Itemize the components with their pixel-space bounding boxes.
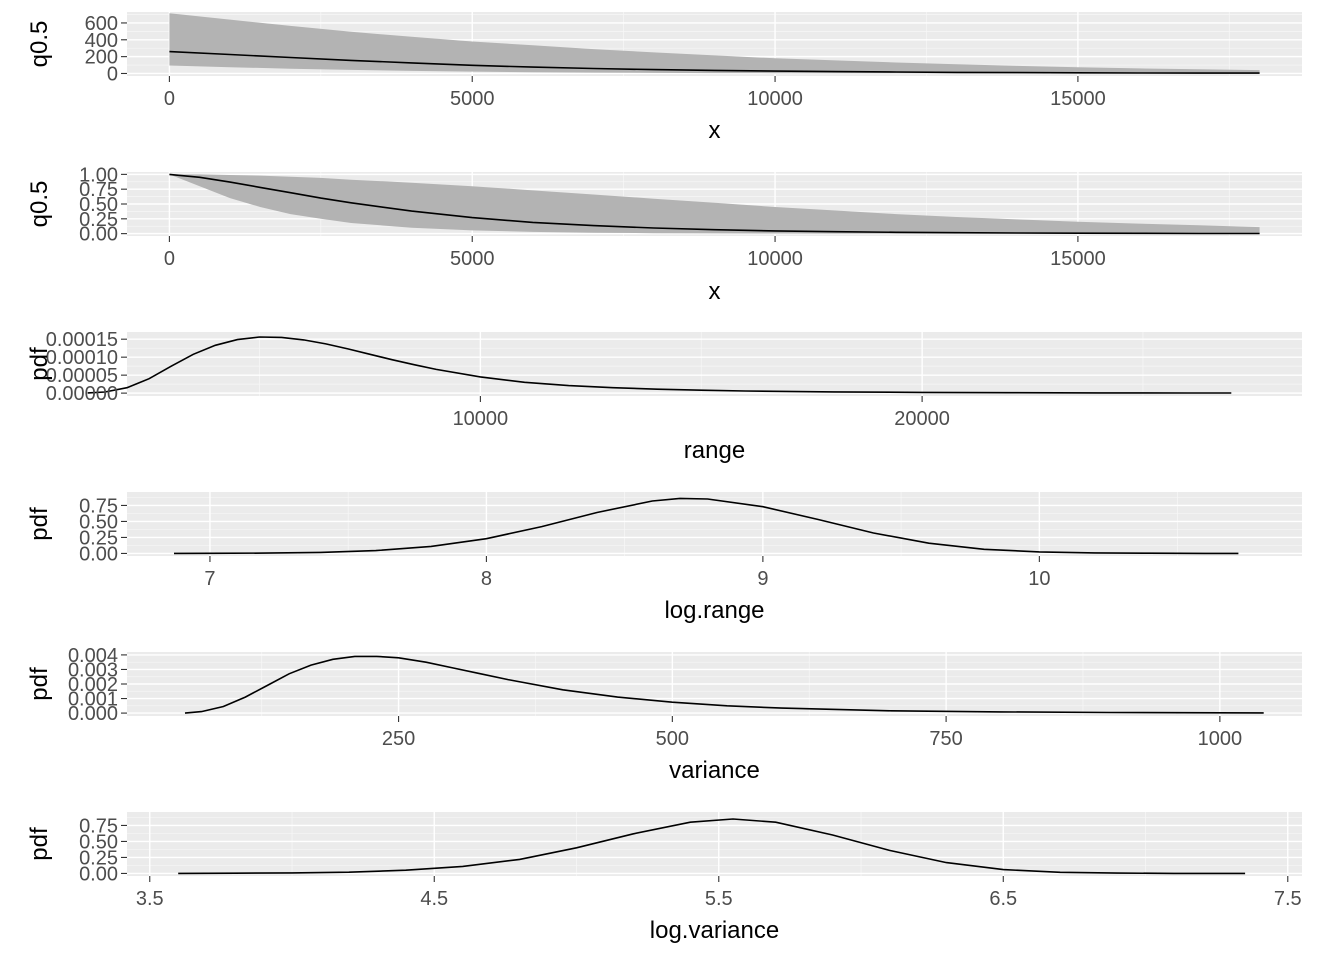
y-tick-label: 0.00: [79, 543, 118, 565]
density-line: [87, 336, 1232, 394]
x-tick-label: 4.5: [420, 888, 448, 910]
y-tick-label: 0.00: [79, 224, 118, 246]
x-axis-title: log.range: [664, 597, 764, 624]
y-axis-title: pdf: [26, 827, 53, 861]
y-tick-label: 0.75: [79, 815, 118, 837]
y-tick-label: 0: [107, 63, 118, 85]
y-tick-label: 0.000: [68, 703, 118, 725]
y-tick-label: 0.25: [79, 209, 118, 231]
x-tick-label: 10000: [747, 248, 803, 270]
y-tick-label: 0.001: [68, 689, 118, 711]
y-tick-label: 400: [85, 30, 118, 52]
y-tick-label: 0.00015: [46, 329, 118, 351]
y-tick-label: 0.00010: [46, 347, 118, 369]
x-tick-label: 6.5: [989, 888, 1017, 910]
uncertainty-band: [169, 13, 1260, 74]
y-axis-title: pdf: [26, 507, 53, 541]
x-tick-label: 3.5: [136, 888, 164, 910]
x-tick-label: 10: [1028, 568, 1050, 590]
plot-background: [127, 812, 1302, 876]
y-tick-label: 1.00: [79, 164, 118, 186]
x-tick-label: 5000: [450, 248, 495, 270]
x-tick-label: 0: [164, 248, 175, 270]
y-tick-label: 200: [85, 47, 118, 69]
y-tick-label: 0.75: [79, 179, 118, 201]
x-axis-title: range: [684, 437, 745, 464]
density-line: [173, 497, 1239, 555]
x-tick-label: 9: [757, 568, 768, 590]
y-tick-label: 0.25: [79, 847, 118, 869]
x-tick-label: 7: [204, 568, 215, 590]
density-line: [178, 818, 1246, 875]
y-tick-label: 0.50: [79, 511, 118, 533]
y-tick-label: 0.003: [68, 659, 118, 681]
x-axis-title: log.variance: [650, 917, 779, 944]
y-tick-label: 0.004: [68, 645, 118, 667]
median-line: [169, 173, 1260, 235]
y-tick-label: 0.00000: [46, 383, 118, 405]
y-tick-label: 600: [85, 13, 118, 35]
y-tick-label: 0.002: [68, 674, 118, 696]
x-tick-label: 750: [929, 728, 962, 750]
x-tick-label: 10000: [453, 408, 509, 430]
y-tick-label: 0.25: [79, 527, 118, 549]
y-tick-label: 0.00: [79, 863, 118, 885]
y-axis-title: pdf: [26, 667, 53, 701]
x-axis-title: x: [709, 117, 721, 144]
y-axis-title: q0.5: [26, 181, 53, 228]
density-line: [184, 655, 1264, 714]
x-tick-label: 20000: [894, 408, 950, 430]
chart-panel-2: 0 5000 10000 15000 0.000.250.500.751.00 x q0.5: [26, 164, 1302, 305]
chart-panel-4: 7 8 9 10 0.000.250.500.75 log.range pdf: [26, 492, 1302, 624]
y-tick-label: 0.50: [79, 831, 118, 853]
x-tick-label: 250: [382, 728, 415, 750]
x-tick-label: 500: [656, 728, 689, 750]
x-tick-label: 15000: [1050, 248, 1106, 270]
x-tick-label: 0: [164, 88, 175, 110]
median-line: [169, 50, 1260, 74]
uncertainty-band: [169, 174, 1260, 234]
x-tick-label: 5.5: [705, 888, 733, 910]
x-tick-label: 8: [481, 568, 492, 590]
y-tick-label: 0.50: [79, 194, 118, 216]
x-axis-title: variance: [669, 757, 760, 784]
x-axis-title: x: [709, 278, 721, 305]
plot-background: [127, 492, 1302, 556]
x-tick-label: 10000: [747, 88, 803, 110]
x-tick-label: 15000: [1050, 88, 1106, 110]
x-tick-label: 5000: [450, 88, 495, 110]
x-tick-label: 7.5: [1274, 888, 1302, 910]
y-axis-title: pdf: [26, 347, 53, 381]
y-axis-title: q0.5: [26, 21, 53, 68]
y-tick-label: 0.75: [79, 495, 118, 517]
y-tick-label: 0.00005: [46, 365, 118, 387]
plot-background: [127, 332, 1302, 396]
chart-panel-6: 3.5 4.5 5.5 6.5 7.5 0.000.250.500.75 log.varia…: [26, 812, 1302, 944]
x-tick-label: 1000: [1198, 728, 1243, 750]
